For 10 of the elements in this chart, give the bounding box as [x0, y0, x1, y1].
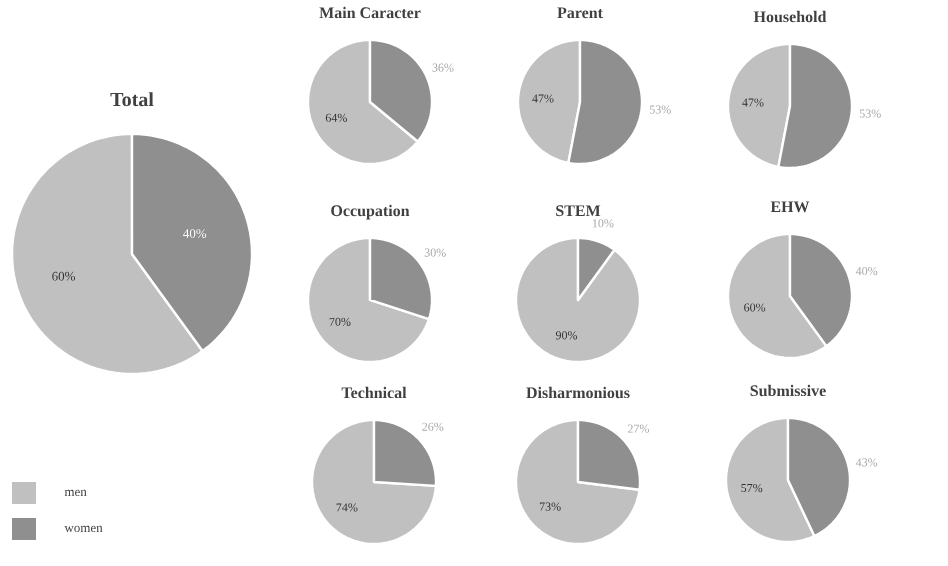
chart-title: Disharmonious	[526, 386, 630, 399]
chart-title: Household	[753, 10, 827, 23]
chart-title: EHW	[770, 201, 810, 213]
chart-title: Main Caracter	[319, 6, 421, 19]
chart-title: Technical	[341, 386, 407, 399]
chart-title: Parent	[557, 7, 603, 19]
chart-title: Submissive	[750, 384, 826, 397]
chart-title: Occupation	[331, 204, 410, 220]
chart-title: STEM	[556, 205, 601, 217]
chart-title: Total	[110, 92, 154, 107]
